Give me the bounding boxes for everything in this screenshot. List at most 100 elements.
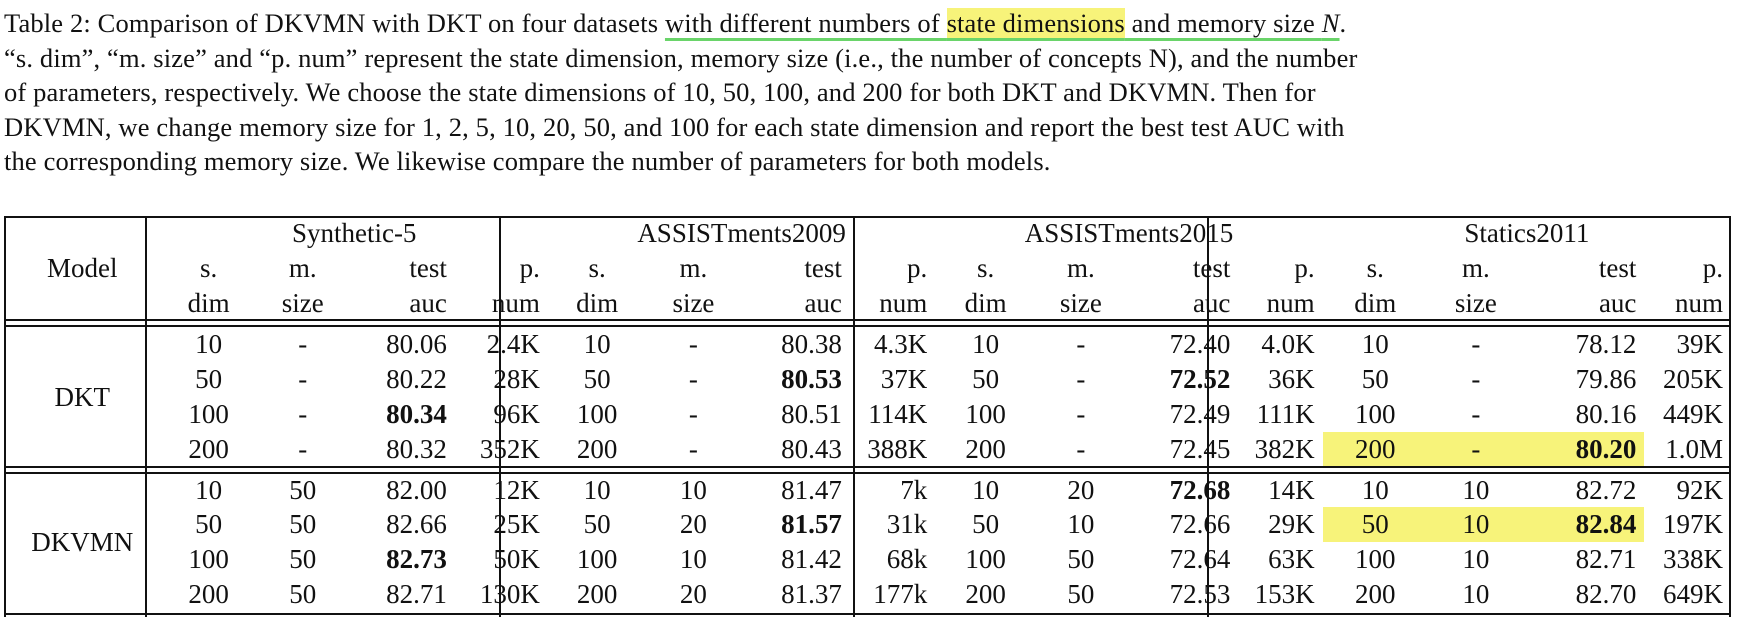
- caption-line-4: DKVMN, we change memory size for 1, 2, 5…: [4, 111, 1345, 142]
- caption-text: .: [1339, 8, 1347, 38]
- table-cell: 100: [965, 398, 1006, 429]
- table-row: DKVMN 10 50 82.00 12K 10 10 81.47 7k 10 20 72.68 14K…: [4, 473, 1731, 557]
- table-cell: 82.73: [386, 544, 447, 575]
- caption-line-2: “s. dim”, “m. size” and “p. num” represe…: [4, 42, 1358, 73]
- table-row: 50 50 82.66 25K 50 20 81.57 31k 50 10 72.66 29K 50 10…: [4, 507, 1731, 543]
- table-cell: 200: [576, 433, 618, 464]
- table-cell: 78.12: [1575, 329, 1637, 360]
- column-header: test: [804, 252, 842, 283]
- table-cell: 1.0M: [1665, 433, 1723, 464]
- caption-line-5: the corresponding memory size. We likewi…: [4, 146, 1051, 176]
- table-cell: 72.49: [1169, 398, 1231, 429]
- table-cell: 200: [965, 578, 1006, 609]
- table-cell: -: [298, 329, 308, 360]
- table-cell: 10: [1361, 329, 1389, 360]
- column-header: s.: [200, 252, 218, 283]
- column-header: dim: [187, 287, 230, 318]
- table-cell: 50: [583, 364, 611, 395]
- column-header: dim: [964, 287, 1007, 318]
- table-cell: 72.40: [1169, 329, 1231, 360]
- table-row: 200 50 82.71 130K 200 20 81.37 177k 200 50 72.53 15…: [4, 577, 1731, 612]
- caption-line-1: Table 2: Comparison of DKVMN with DKT on…: [4, 6, 1704, 41]
- caption-text: and memory size: [1124, 8, 1322, 38]
- table-cell: 338K: [1663, 544, 1723, 575]
- column-header: s.: [588, 252, 606, 283]
- column-header: s.: [1366, 252, 1384, 283]
- table-cell: 37K: [880, 364, 928, 395]
- table-cell: 82.71: [386, 578, 447, 609]
- table-cell: 80.06: [386, 329, 447, 360]
- table-cell: 72.45: [1169, 433, 1231, 464]
- table-cell: 10: [195, 474, 223, 505]
- column-header: test: [1192, 252, 1231, 283]
- table-cell: 10: [195, 329, 223, 360]
- table-cell: 10: [1361, 474, 1389, 505]
- table-cell: 111K: [1256, 398, 1315, 429]
- table-cell: 72.53: [1169, 578, 1231, 609]
- table-cell: 20: [679, 509, 707, 540]
- table-cell: 50: [1361, 364, 1389, 395]
- table-cell: 50: [289, 544, 317, 575]
- table-cell: 20: [679, 578, 707, 609]
- table-cell: 80.20: [1524, 431, 1645, 467]
- column-header: test: [1598, 252, 1637, 283]
- table-cell: -: [1076, 398, 1086, 429]
- table-cell: 50: [289, 509, 317, 540]
- table-cell: 10: [679, 474, 707, 505]
- table-cell: 82.72: [1575, 474, 1637, 505]
- column-header: p.: [907, 252, 928, 283]
- table-row: 100 - 80.34 96K 100 - 80.51 114K 100 - 72.49 111K 10…: [4, 397, 1731, 432]
- table-cell: 31k: [886, 509, 928, 540]
- column-header: test: [409, 252, 447, 283]
- header-cell: [4, 286, 161, 321]
- table-cell: -: [1076, 433, 1086, 464]
- table-cell: 92K: [1676, 474, 1724, 505]
- table-cell: 72.64: [1169, 544, 1231, 575]
- table-cell: 100: [1354, 398, 1396, 429]
- column-header: p.: [1702, 252, 1723, 283]
- table-cell: -: [1471, 329, 1481, 360]
- table-cell: 10: [1067, 509, 1095, 540]
- column-header: m.: [288, 252, 317, 283]
- comparison-table: Synthetic-5 ASSISTments2009 ASSISTments201…: [4, 216, 1731, 617]
- table-cell: 68k: [886, 544, 928, 575]
- table-cell: 63K: [1268, 544, 1315, 575]
- table-cell: -: [1076, 329, 1086, 360]
- table-cell: 96K: [493, 398, 540, 429]
- table-cell: 130K: [479, 578, 540, 609]
- table-cell: 7k: [900, 474, 928, 505]
- table-cell: 80.43: [781, 433, 842, 464]
- column-header: auc: [1598, 287, 1637, 318]
- table-cell: -: [688, 433, 698, 464]
- caption-text: Table 2: Comparison of DKVMN with DKT on…: [4, 8, 665, 38]
- table-row: 100 50 82.73 50K 100 10 81.42 68k 100 50 72.64 63K 1…: [4, 542, 1731, 577]
- table-cell: 100: [188, 544, 229, 575]
- table-cell: 50: [195, 364, 223, 395]
- caption-text: with different numbers of: [664, 8, 947, 38]
- table-cell: -: [688, 398, 698, 429]
- column-header: num: [1266, 287, 1315, 318]
- model-header: Model: [47, 252, 118, 283]
- column-header: dim: [576, 287, 619, 318]
- table-cell: 72.68: [1169, 474, 1231, 505]
- table-cell: 39K: [1676, 329, 1724, 360]
- table-cell: 50: [289, 578, 317, 609]
- table-cell: -: [298, 398, 308, 429]
- table-cell: 197K: [1663, 509, 1723, 540]
- column-header: num: [1674, 287, 1723, 318]
- table-cell: 10: [1462, 474, 1490, 505]
- table-cell: 50: [1067, 578, 1095, 609]
- dataset-header: ASSISTments2015: [1024, 218, 1234, 248]
- table-cell: 72.52: [1169, 364, 1231, 395]
- table-cell: 100: [1354, 544, 1396, 575]
- table-cell: 10: [1462, 544, 1490, 575]
- table-cell: 10: [1462, 578, 1490, 609]
- table-cell: 4.3K: [874, 329, 928, 360]
- table-cell: 80.51: [781, 398, 842, 429]
- header-row: dim size auc num dim size auc num dim size auc num d…: [4, 286, 1731, 321]
- table-cell: -: [1427, 431, 1525, 467]
- table-cell: -: [298, 433, 308, 464]
- dataset-header: ASSISTments2009: [637, 218, 846, 248]
- table-cell: 50: [972, 364, 1000, 395]
- table-cell: 82.84: [1524, 507, 1645, 543]
